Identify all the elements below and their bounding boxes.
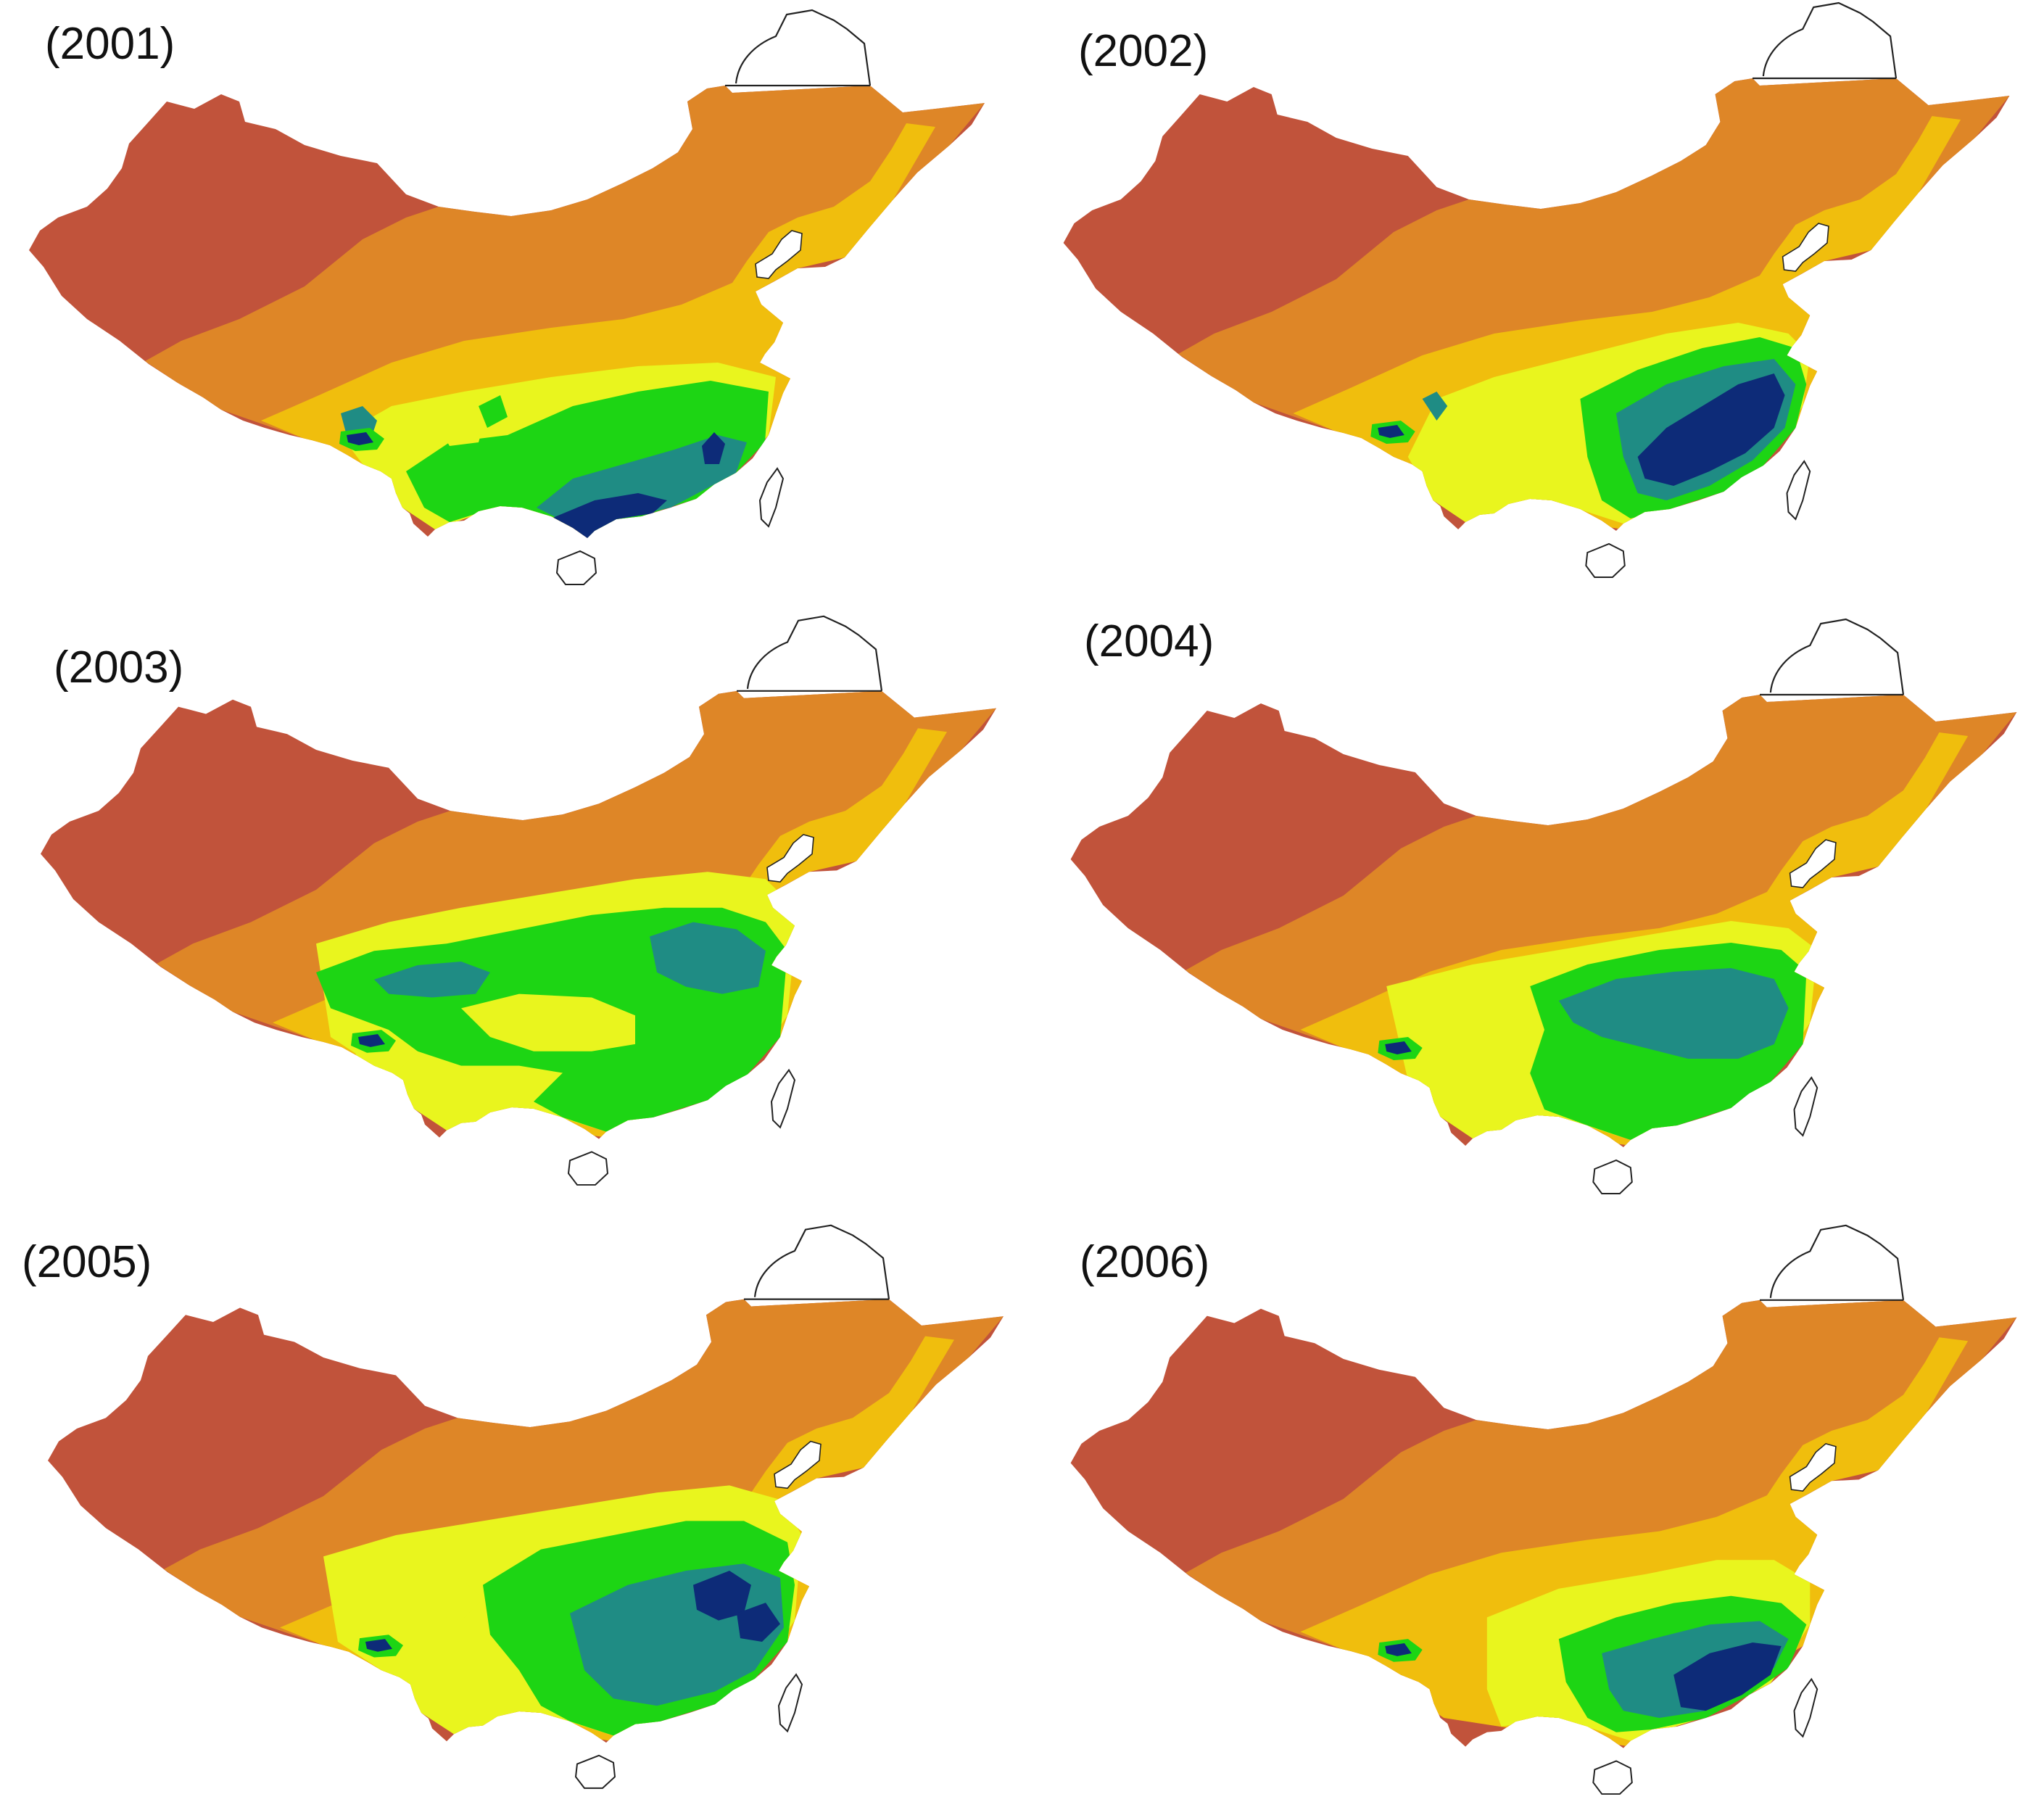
bohai-sea [774, 1440, 822, 1489]
northeast-border-line [1762, 1, 1898, 79]
value-zone-c3 [1300, 1337, 1969, 1747]
value-zone-c7 [1385, 1041, 1412, 1054]
value-zone-c7 [737, 1603, 780, 1642]
value-zone-c6 [1422, 392, 1448, 421]
value-zone-c6 [374, 962, 490, 998]
hainan-island [1585, 542, 1626, 578]
bohai-sea [755, 230, 803, 279]
bohai-sea [1789, 839, 1837, 888]
value-zone-c7 [358, 1034, 385, 1047]
value-zones [157, 690, 996, 1138]
china-map [1063, 1, 2010, 578]
hainan-island [1592, 1159, 1633, 1194]
northeast-border-line [1769, 1224, 1905, 1300]
map-panel-2005: (2005) [0, 1207, 1022, 1810]
value-zone-c6 [650, 922, 766, 994]
map-panel-2004: (2004) [1022, 603, 2043, 1207]
bohai-sea [1789, 1442, 1837, 1492]
value-zone-c7 [693, 1571, 751, 1621]
hainan-island [1592, 1760, 1633, 1795]
hainan-island [567, 1151, 609, 1186]
value-zone-c7 [365, 1639, 392, 1652]
northeast-border-cap [755, 1225, 889, 1299]
value-zone-c7 [1378, 425, 1404, 438]
value-zone-c7 [702, 432, 725, 464]
china-map [29, 9, 985, 585]
map-panel-2003: (2003) [0, 603, 1022, 1207]
taiwan-island [777, 1673, 803, 1733]
bohai-sea [766, 833, 814, 883]
china-map [1070, 618, 2017, 1194]
northeast-border-line [753, 1224, 890, 1299]
taiwan-island [770, 1068, 796, 1129]
value-zones [164, 1299, 1004, 1742]
value-zones [1186, 1299, 2017, 1747]
value-zone-c4 [435, 406, 486, 446]
northeast-border-line [746, 615, 883, 691]
northeast-border-cap [748, 616, 882, 691]
china-map [41, 615, 996, 1186]
panel-year-label: (2001) [45, 19, 175, 69]
value-zone-c4 [425, 1577, 483, 1621]
value-zone-c7 [1385, 1643, 1412, 1656]
taiwan-island [758, 467, 785, 528]
northeast-border-cap [1770, 619, 1903, 695]
value-zones [1178, 78, 2010, 529]
taiwan-island [1786, 460, 1811, 521]
value-zone-c6 [1558, 968, 1789, 1059]
value-zone-c7 [347, 432, 373, 445]
value-zones [145, 86, 985, 538]
northeast-border-cap [736, 10, 870, 86]
taiwan-island [1793, 1076, 1819, 1137]
value-zone-c4 [1444, 1008, 1531, 1059]
bohai-sea [1782, 223, 1829, 272]
panel-year-label: (2005) [22, 1237, 152, 1287]
china-map [48, 1224, 1004, 1789]
value-zones [1186, 695, 2017, 1146]
taiwan-island [1793, 1677, 1819, 1738]
panel-year-label: (2003) [54, 642, 184, 693]
northeast-border-cap [1763, 3, 1896, 78]
northeast-border-line [735, 9, 872, 86]
value-zone-c7 [1673, 1642, 1782, 1711]
china-map [1070, 1224, 2017, 1795]
value-zone-c7 [551, 493, 667, 538]
panel-year-label: (2002) [1078, 26, 1209, 76]
panel-year-label: (2004) [1084, 616, 1215, 666]
northeast-border-cap [1770, 1225, 1903, 1300]
value-zone-c5 [479, 395, 508, 428]
map-panel-2006: (2006) [1022, 1207, 2043, 1810]
value-zone-c7 [1637, 373, 1785, 486]
value-zone-c4 [461, 993, 635, 1051]
hainan-island [555, 550, 597, 585]
map-panel-2002: (2002) [1022, 0, 2043, 603]
map-panel-2001: (2001) [0, 0, 1022, 603]
northeast-border-line [1769, 618, 1905, 695]
panel-year-label: (2006) [1080, 1237, 1210, 1287]
hainan-island [574, 1754, 616, 1789]
